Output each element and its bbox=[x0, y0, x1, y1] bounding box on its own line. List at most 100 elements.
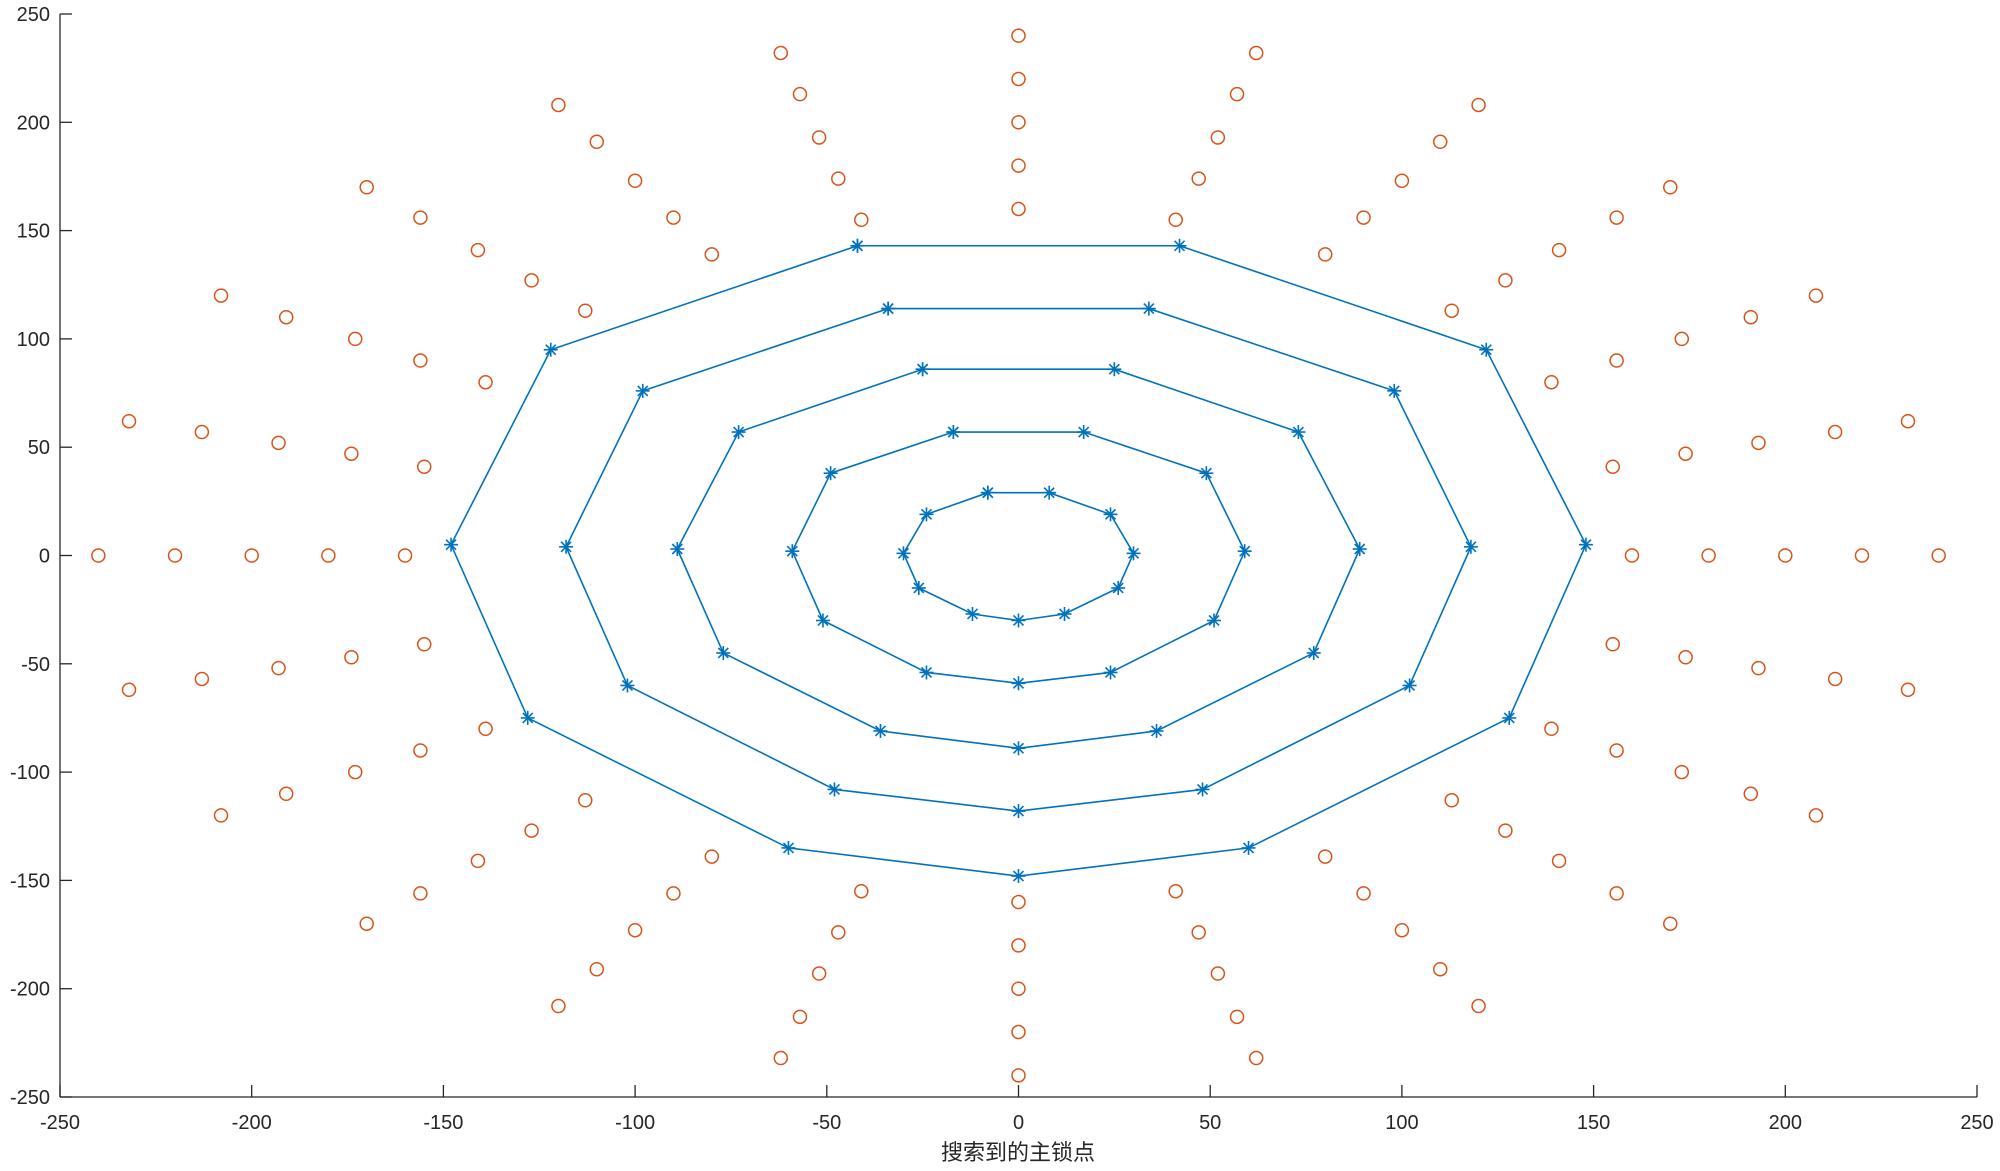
point-stroke bbox=[1112, 582, 1124, 594]
point bbox=[1352, 542, 1367, 557]
point bbox=[785, 544, 800, 559]
point bbox=[854, 212, 869, 228]
point-stroke bbox=[1104, 666, 1117, 679]
point bbox=[1498, 273, 1513, 288]
point-stroke bbox=[825, 467, 837, 479]
point bbox=[965, 606, 980, 621]
point-stroke bbox=[1388, 385, 1400, 397]
point-stroke bbox=[621, 679, 633, 692]
point bbox=[919, 507, 934, 522]
point bbox=[1011, 28, 1026, 43]
point bbox=[1248, 45, 1264, 61]
point bbox=[1663, 180, 1678, 195]
point bbox=[1149, 723, 1164, 738]
point-stroke bbox=[445, 539, 457, 551]
x-tick-label: -250 bbox=[40, 1112, 80, 1134]
point bbox=[1107, 362, 1122, 377]
point-stroke bbox=[1058, 608, 1071, 620]
y-tick-label: 150 bbox=[17, 221, 50, 243]
series-line bbox=[565, 307, 1472, 812]
point-stroke bbox=[817, 614, 829, 627]
point-stroke bbox=[920, 666, 933, 679]
y-tick-label: 0 bbox=[39, 546, 50, 568]
point bbox=[823, 466, 838, 481]
point bbox=[1479, 342, 1494, 357]
point bbox=[578, 303, 593, 318]
point bbox=[1751, 660, 1766, 676]
point bbox=[1402, 678, 1417, 693]
point-stroke bbox=[874, 725, 887, 737]
point bbox=[1011, 201, 1026, 217]
point bbox=[1663, 916, 1678, 931]
point bbox=[1237, 544, 1252, 559]
point bbox=[1544, 374, 1559, 390]
point bbox=[1498, 823, 1513, 838]
point bbox=[1306, 645, 1321, 660]
series-line bbox=[902, 491, 1135, 622]
point-stroke bbox=[717, 647, 729, 659]
x-tick-label: 200 bbox=[1769, 1112, 1802, 1134]
y-tick-label: 100 bbox=[17, 329, 50, 351]
y-tick-label: -250 bbox=[10, 1087, 50, 1109]
point bbox=[1011, 676, 1026, 691]
point bbox=[1432, 134, 1448, 150]
point bbox=[1808, 808, 1824, 823]
point bbox=[911, 580, 926, 595]
point-stroke bbox=[637, 385, 649, 397]
point bbox=[1011, 804, 1026, 819]
point bbox=[1291, 425, 1306, 440]
point bbox=[1356, 886, 1371, 901]
point-stroke bbox=[1012, 805, 1025, 817]
point bbox=[413, 210, 428, 225]
point bbox=[1544, 721, 1559, 737]
point bbox=[413, 886, 428, 901]
point-stroke bbox=[560, 541, 572, 553]
point bbox=[666, 210, 681, 225]
point bbox=[792, 1009, 808, 1025]
point bbox=[1394, 922, 1410, 938]
point bbox=[344, 650, 359, 665]
point-stroke bbox=[1127, 547, 1140, 559]
point bbox=[792, 86, 808, 102]
point-stroke bbox=[522, 712, 534, 724]
point bbox=[1011, 158, 1026, 173]
point bbox=[716, 645, 731, 660]
point bbox=[1126, 546, 1141, 561]
point bbox=[1210, 130, 1226, 145]
point bbox=[1624, 548, 1640, 563]
point bbox=[1605, 459, 1621, 474]
point bbox=[1551, 853, 1567, 869]
point bbox=[91, 548, 106, 563]
point bbox=[919, 665, 934, 680]
point bbox=[831, 925, 846, 940]
point bbox=[773, 1050, 789, 1066]
point bbox=[589, 134, 605, 150]
point-stroke bbox=[1208, 614, 1220, 627]
y-tick-label: 50 bbox=[28, 437, 50, 459]
point bbox=[1191, 925, 1206, 940]
point bbox=[1605, 637, 1621, 652]
point bbox=[524, 823, 539, 838]
x-tick-label: 50 bbox=[1199, 1112, 1221, 1134]
point bbox=[811, 130, 827, 145]
point bbox=[1103, 665, 1118, 680]
point bbox=[896, 546, 911, 561]
point-stroke bbox=[1404, 679, 1416, 692]
point bbox=[559, 539, 574, 554]
point bbox=[1042, 485, 1057, 500]
point bbox=[666, 886, 681, 901]
y-tick-label: -200 bbox=[10, 979, 50, 1001]
point bbox=[167, 548, 183, 563]
point bbox=[627, 173, 643, 189]
point bbox=[478, 374, 493, 390]
point bbox=[1111, 580, 1126, 595]
point bbox=[731, 425, 746, 440]
point bbox=[1207, 613, 1222, 628]
point-stroke bbox=[1580, 539, 1592, 551]
point bbox=[1751, 435, 1766, 451]
point bbox=[1241, 840, 1256, 855]
point bbox=[1444, 303, 1459, 318]
point-stroke bbox=[1292, 426, 1304, 438]
point bbox=[1229, 86, 1245, 102]
point bbox=[543, 342, 558, 357]
